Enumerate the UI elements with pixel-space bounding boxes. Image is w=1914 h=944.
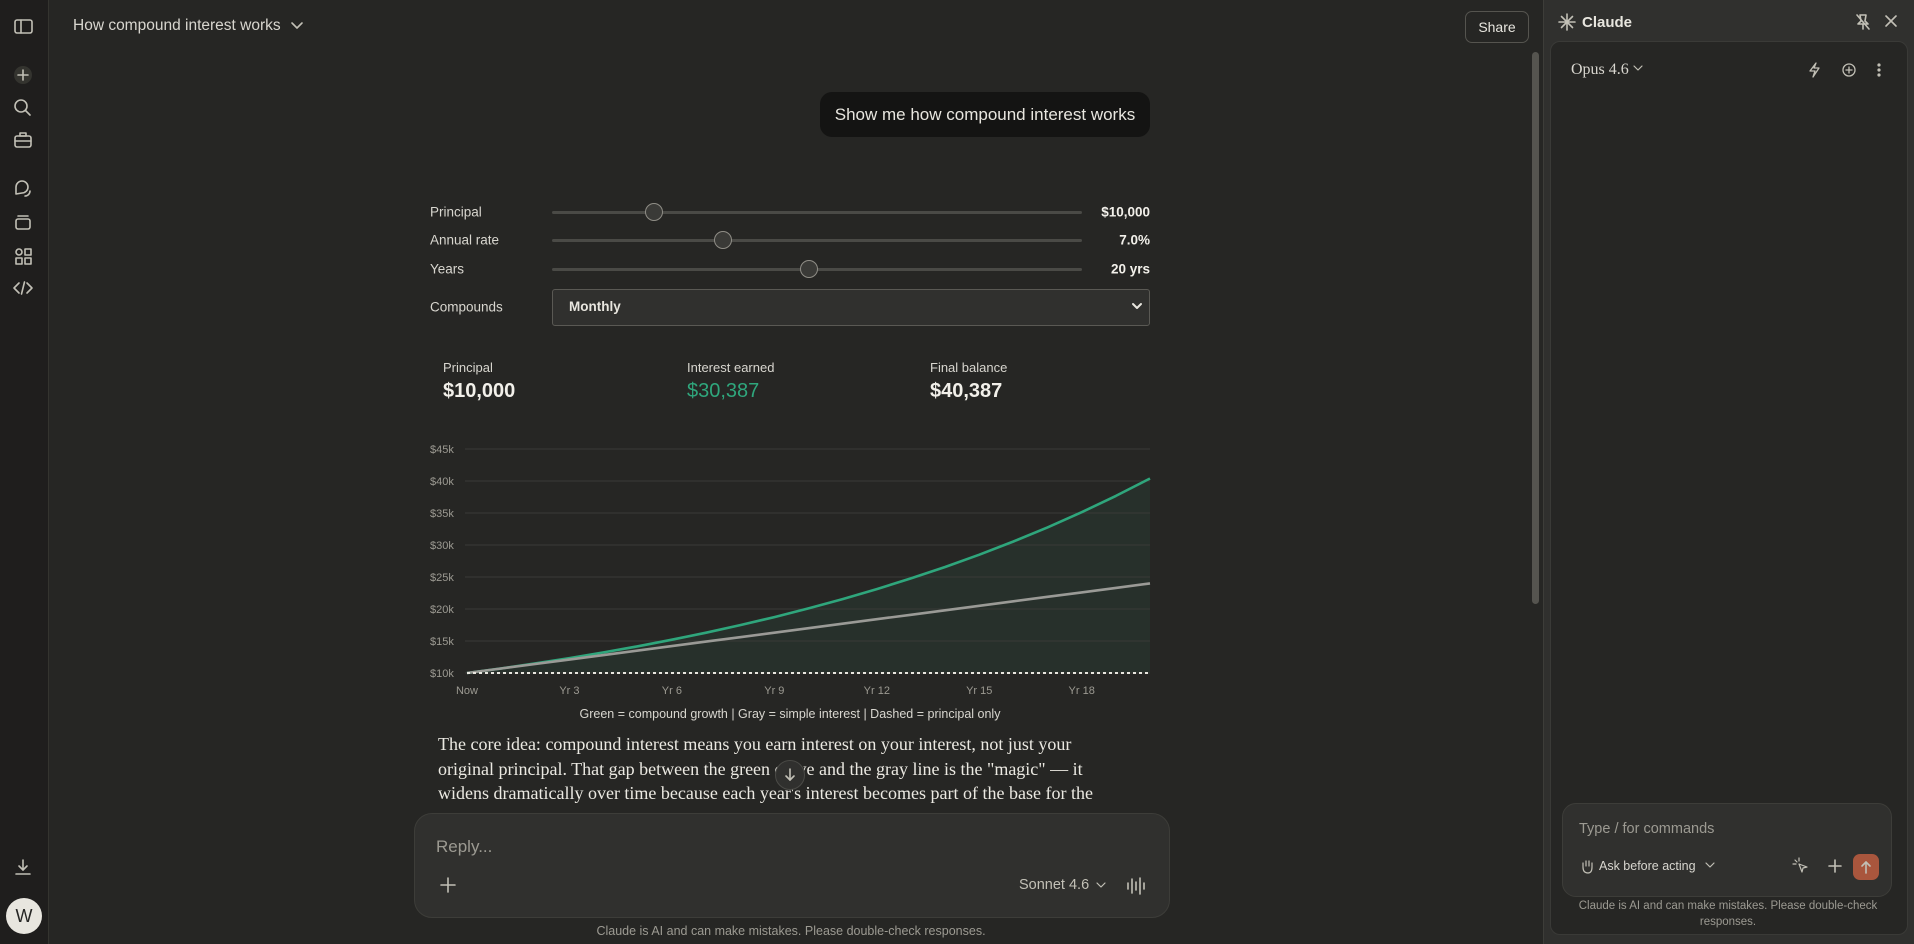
chats[interactable] — [13, 179, 33, 199]
stat-value: $10,000 — [443, 380, 516, 402]
y-tick-label: $10k — [430, 668, 454, 680]
permission-mode[interactable]: Ask before acting — [1599, 859, 1696, 873]
chart: Green = compound growth | Gray = simple … — [430, 444, 1151, 721]
x-tick-label: Yr 18 — [1069, 685, 1095, 697]
compounds-label: Compounds — [430, 299, 503, 315]
response-text: The core idea: compound interest means y… — [438, 734, 1072, 754]
quick-action[interactable] — [1807, 61, 1821, 79]
download[interactable] — [13, 857, 33, 877]
response-text: widens dramatically over time because ea… — [438, 783, 1093, 803]
projects[interactable] — [13, 131, 33, 149]
side-panel-title: Claude — [1582, 14, 1633, 31]
slider-thumb[interactable] — [800, 260, 818, 278]
control-value: $10,000 — [1101, 204, 1150, 220]
control-label: Principal — [430, 204, 482, 220]
arrow-down — [785, 768, 795, 781]
more-menu[interactable] — [1876, 62, 1882, 78]
y-tick-label: $45k — [430, 444, 454, 456]
stat-value: $40,387 — [930, 380, 1003, 402]
y-tick-label: $35k — [430, 508, 454, 520]
voice[interactable] — [1125, 875, 1149, 897]
send-button[interactable] — [1853, 854, 1879, 880]
control-value: 7.0% — [1119, 232, 1150, 248]
search[interactable] — [13, 98, 33, 118]
y-tick-label: $40k — [430, 476, 454, 488]
share-button[interactable]: Share — [1465, 11, 1529, 43]
sidebar — [0, 0, 49, 944]
code[interactable] — [12, 279, 34, 297]
slider-track[interactable] — [552, 211, 1082, 214]
select-element[interactable] — [1792, 857, 1810, 875]
side-disclaimer-2: responses. — [1699, 916, 1757, 928]
slider-thumb[interactable] — [645, 203, 663, 221]
claude-logo — [1558, 13, 1576, 31]
control-value: 20 yrs — [1110, 261, 1150, 277]
slider-thumb[interactable] — [714, 231, 732, 249]
control-label: Years — [430, 261, 465, 277]
pin[interactable] — [1855, 13, 1871, 31]
new-chat[interactable] — [12, 64, 34, 86]
side-composer[interactable]: Type / for commands Ask before acting — [1562, 803, 1892, 897]
y-tick-label: $25k — [430, 572, 454, 584]
chart-caption: Green = compound growth | Gray = simple … — [580, 707, 1002, 721]
model-selector[interactable]: Sonnet 4.6 — [1019, 877, 1090, 893]
composer[interactable]: Reply... Sonnet 4.6 — [414, 813, 1170, 918]
scroll-down-button[interactable] — [775, 760, 805, 790]
hand-icon — [1582, 860, 1593, 874]
apps[interactable] — [13, 246, 33, 266]
send-arrow — [1861, 861, 1871, 874]
stat-value: $30,387 — [687, 380, 760, 402]
line — [466, 477, 1151, 675]
side-panel-body — [1550, 41, 1908, 935]
x-tick-label: Yr 15 — [966, 685, 992, 697]
conversation-title[interactable]: How compound interest works — [73, 17, 281, 34]
avatar[interactable]: W — [6, 898, 42, 934]
attach[interactable] — [439, 876, 457, 894]
scrollbar — [1532, 52, 1539, 604]
x-tick-label: Now — [456, 685, 478, 697]
slider-track[interactable] — [552, 239, 1082, 242]
y-tick-label: $20k — [430, 604, 454, 616]
line — [466, 582, 1151, 675]
mode-arrow — [1705, 862, 1715, 868]
area — [467, 478, 1150, 673]
x-tick-label: Yr 3 — [559, 685, 579, 697]
y-tick-label: $15k — [430, 636, 454, 648]
stat-label: Interest earned — [687, 360, 775, 375]
footer-note: Claude is AI and can make mistakes. Plea… — [596, 924, 986, 938]
stat-label: Final balance — [930, 360, 1008, 375]
select-arrow — [1132, 303, 1142, 309]
side-composer-placeholder[interactable]: Type / for commands — [1579, 821, 1715, 837]
side-attach[interactable] — [1827, 858, 1843, 874]
artifacts[interactable] — [13, 213, 33, 231]
x-tick-label: Yr 6 — [662, 685, 682, 697]
compounds-select[interactable]: Monthly — [552, 289, 1150, 326]
side-model-selector[interactable]: Opus 4.6 — [1571, 61, 1629, 78]
response-text: original principal. That gap between the… — [438, 758, 1083, 779]
side-disclaimer-1: Claude is AI and can make mistakes. Plea… — [1578, 900, 1878, 912]
x-tick-label: Yr 9 — [764, 685, 784, 697]
composer-placeholder[interactable]: Reply... — [436, 837, 493, 856]
user-message: Show me how compound interest works — [820, 92, 1150, 137]
model-arrow — [1096, 882, 1106, 888]
stat-label: Principal — [443, 360, 493, 375]
control-label: Annual rate — [430, 232, 500, 248]
x-tick-label: Yr 12 — [864, 685, 890, 697]
title-menu[interactable] — [290, 20, 304, 32]
compounds-value: Monthly — [569, 299, 621, 314]
side-model-arrow — [1633, 65, 1643, 71]
sidebar-toggle[interactable] — [13, 18, 35, 36]
close[interactable] — [1884, 14, 1898, 28]
new-session[interactable] — [1841, 62, 1857, 78]
y-tick-label: $30k — [430, 540, 454, 552]
